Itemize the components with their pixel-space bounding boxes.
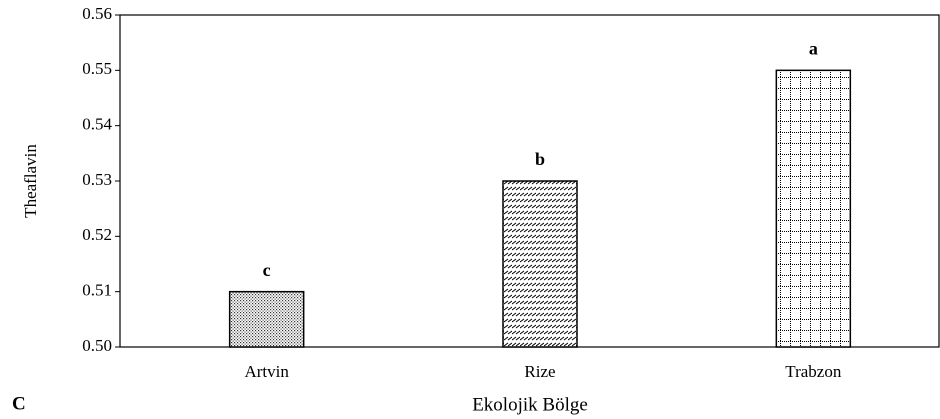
x-tick-label: Rize bbox=[524, 362, 555, 381]
bar bbox=[228, 290, 305, 348]
y-axis-label: Theaflavin bbox=[21, 144, 40, 218]
bar bbox=[502, 180, 578, 348]
significance-letter: c bbox=[263, 260, 271, 280]
y-tick-label: 0.56 bbox=[82, 4, 112, 23]
y-tick-label: 0.55 bbox=[82, 59, 112, 78]
y-tick-label: 0.54 bbox=[82, 115, 112, 134]
y-tick-label: 0.53 bbox=[82, 170, 112, 189]
y-tick-label: 0.51 bbox=[82, 281, 112, 300]
bar bbox=[775, 69, 852, 348]
panel-label: C bbox=[12, 393, 26, 414]
x-axis-label: Ekolojik Bölge bbox=[472, 394, 588, 415]
significance-letter: b bbox=[535, 149, 545, 169]
y-tick-label: 0.52 bbox=[82, 225, 112, 244]
x-tick-label: Artvin bbox=[244, 362, 289, 381]
significance-letter: a bbox=[809, 38, 818, 58]
x-tick-label: Trabzon bbox=[785, 362, 842, 381]
y-tick-label: 0.50 bbox=[82, 336, 112, 355]
